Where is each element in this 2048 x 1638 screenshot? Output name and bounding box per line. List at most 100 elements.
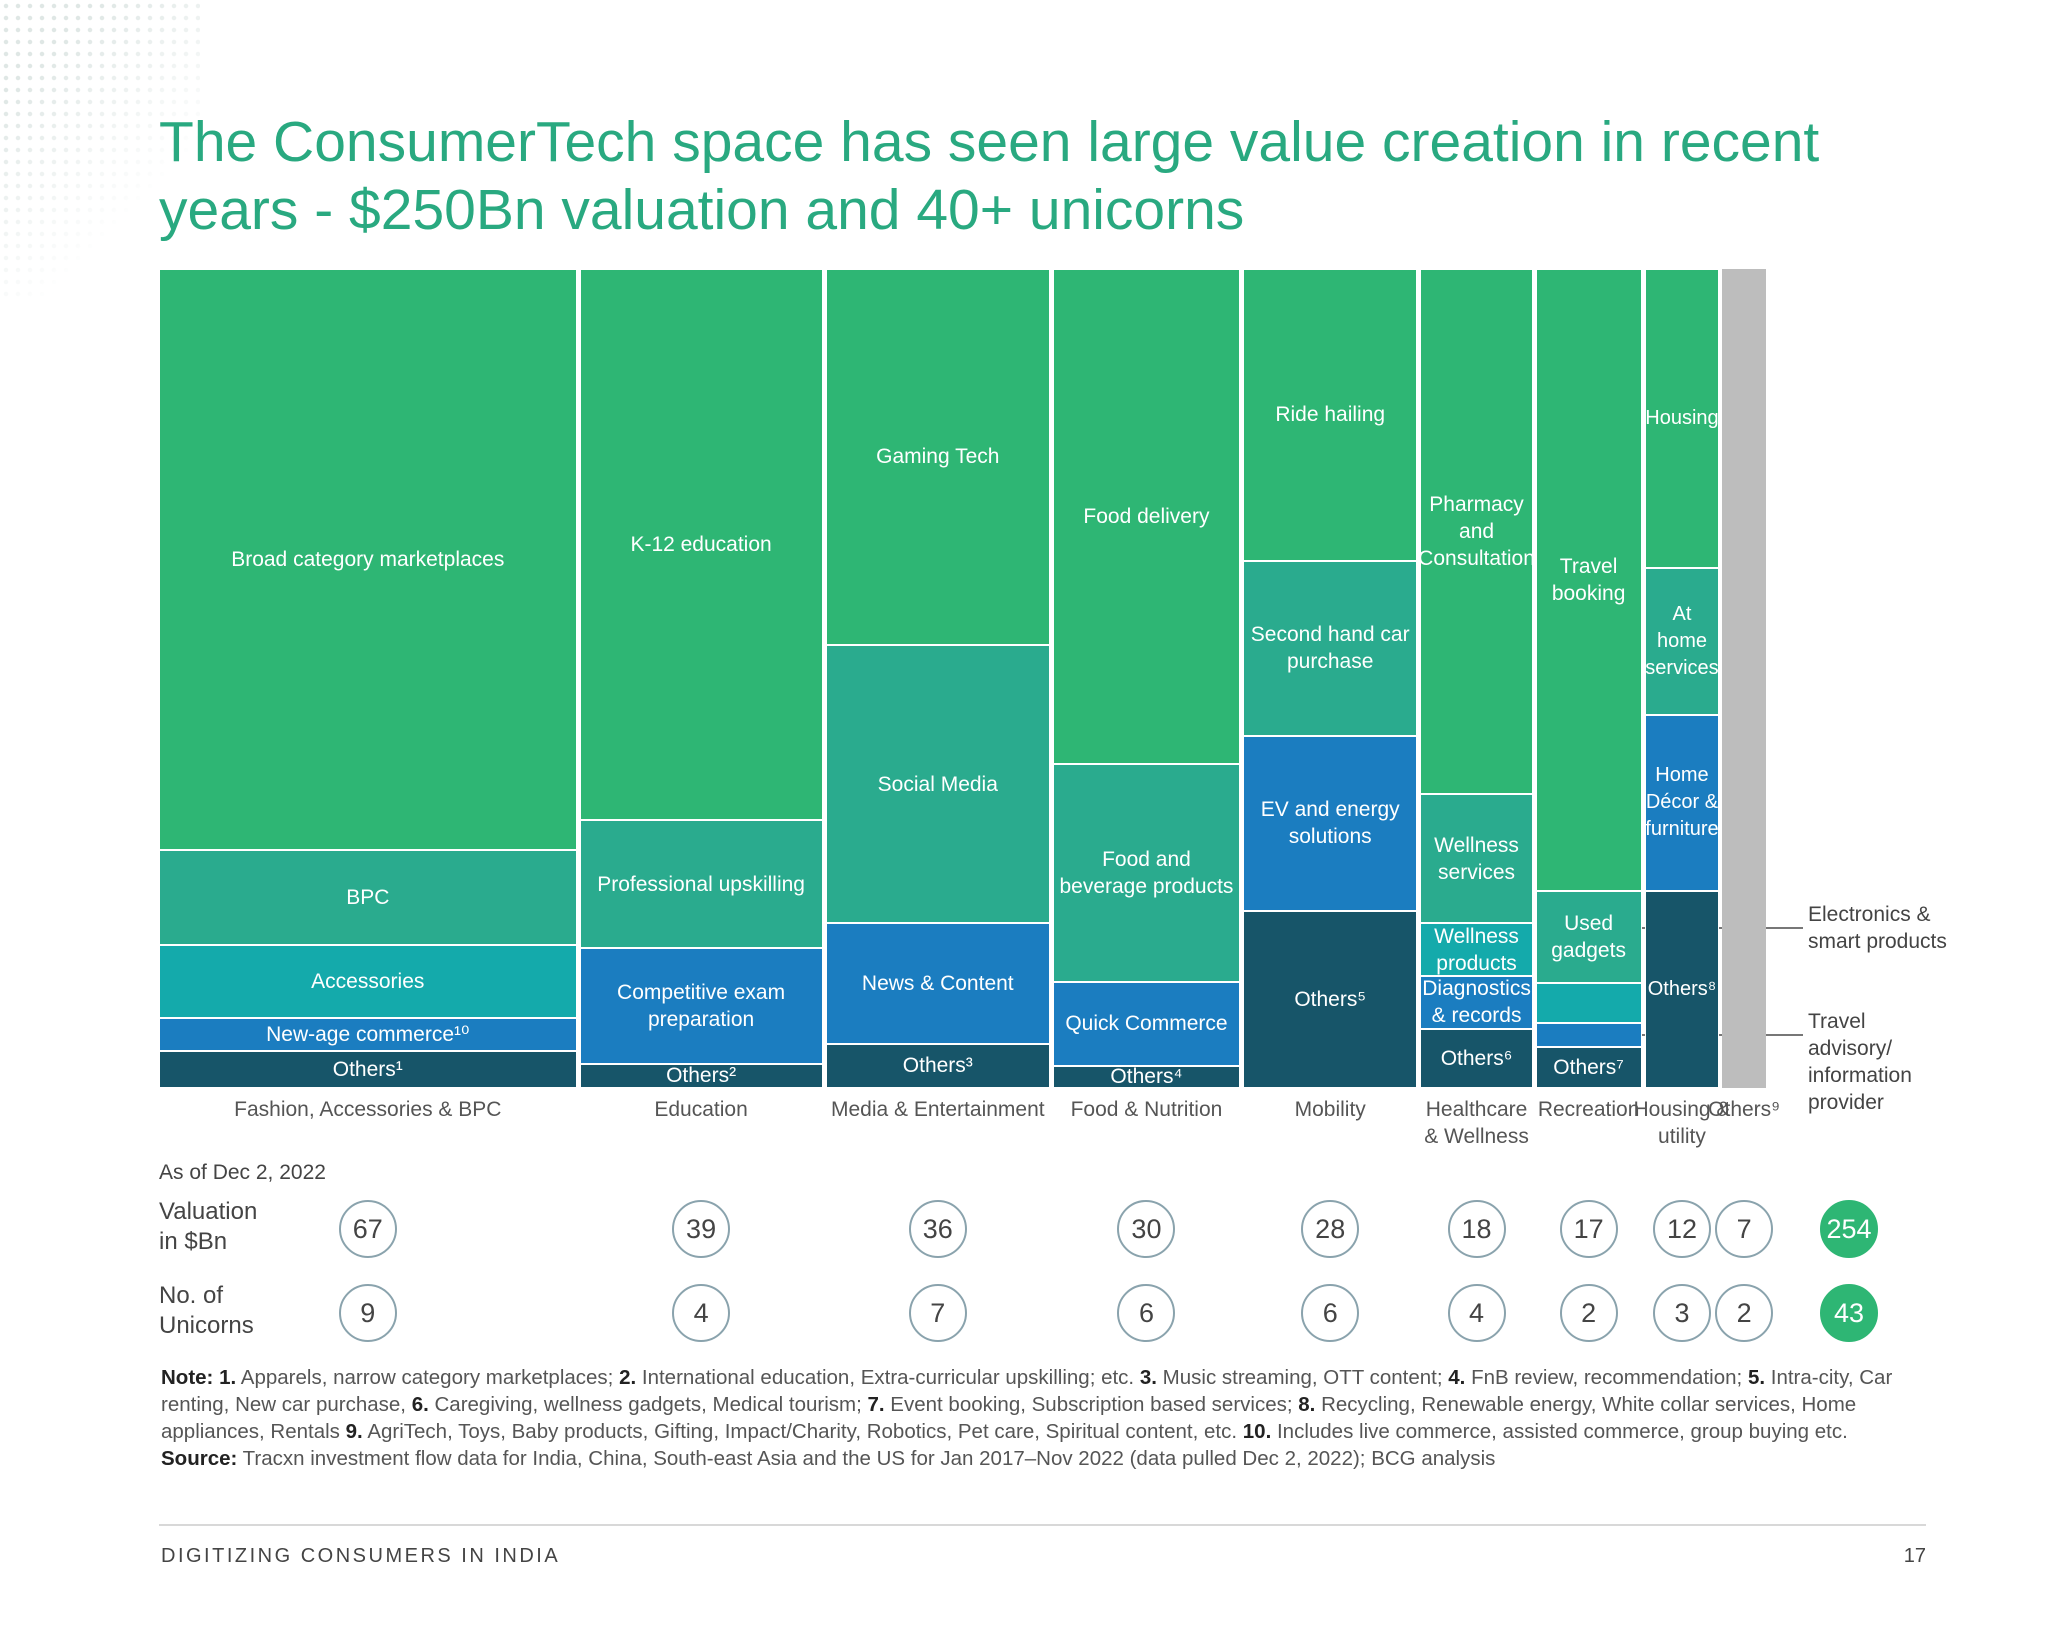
segment-label: K-12 education [630, 533, 772, 557]
source-text: Tracxn investment flow data for India, C… [242, 1447, 1496, 1470]
unicorns-circle: 2 [1715, 1284, 1774, 1342]
segment: BPC [159, 850, 577, 945]
segment-label: Gaming Tech [876, 445, 1000, 469]
category-label: Education [654, 1098, 748, 1121]
segment: Others¹ [159, 1051, 577, 1088]
segment-label: Diagnostics & records [1422, 977, 1531, 1028]
note-text: Event booking, Subscription based servic… [890, 1393, 1293, 1416]
segment-label: Others² [666, 1064, 737, 1088]
source-label: Source: [161, 1447, 238, 1470]
segment-label: Broad category marketplaces [231, 548, 505, 572]
segment: Travel booking [1535, 269, 1642, 891]
segment-label: Others¹ [332, 1057, 403, 1081]
note-number: 10. [1242, 1420, 1272, 1443]
valuation-circle: 30 [1117, 1200, 1176, 1258]
category-label: Healthcare & Wellness [1424, 1098, 1529, 1148]
segment: EV and energy solutions [1242, 735, 1418, 912]
note-text: International education, Extra-curricula… [641, 1366, 1135, 1389]
segment-label: Food delivery [1083, 504, 1210, 528]
segment: Gaming Tech [825, 269, 1050, 645]
segment [1535, 1023, 1642, 1048]
segment: Second hand car purchase [1242, 560, 1418, 736]
segment-label: At home services [1645, 602, 1719, 679]
segment-label: Social Media [877, 772, 998, 796]
segment: K-12 education [579, 269, 823, 821]
valuation-circle: 39 [672, 1200, 731, 1258]
segment-label: News & Content [861, 972, 1014, 996]
note-number: 1. [219, 1366, 237, 1389]
segment: Others³ [825, 1043, 1050, 1088]
note-number: 5. [1747, 1366, 1766, 1389]
valuation-circle: 28 [1301, 1200, 1360, 1258]
segment-label: Ride hailing [1275, 403, 1386, 427]
note-number: 9. [345, 1420, 363, 1443]
note-number: 3. [1139, 1366, 1157, 1389]
note-text: Caregiving, wellness gadgets, Medical to… [434, 1393, 862, 1416]
segment: Food and beverage products [1052, 763, 1240, 982]
title: The ConsumerTech space has seen large va… [159, 110, 1820, 242]
category-label: Recreation [1537, 1098, 1640, 1121]
segment: Used gadgets [1535, 890, 1642, 984]
note-text: Music streaming, OTT content; [1162, 1366, 1443, 1389]
category-label: Fashion, Accessories & BPC [234, 1098, 502, 1121]
note-number: 8. [1298, 1393, 1316, 1416]
valuation-circle: 18 [1447, 1200, 1506, 1258]
segment-label: Food and beverage products [1059, 847, 1234, 898]
segment: Others² [579, 1064, 823, 1088]
segment-label: New-age commerce¹⁰ [266, 1022, 470, 1046]
segment: News & Content [825, 923, 1050, 1044]
segment-label: EV and energy solutions [1260, 798, 1400, 849]
segment-label: Housing [1645, 406, 1719, 429]
segment-label: Pharmacy and Consultation [1418, 492, 1535, 570]
segment: Accessories [159, 944, 577, 1019]
segment-label: Wellness services [1434, 833, 1519, 884]
valuation-circle: 67 [338, 1200, 397, 1258]
as-of: As of Dec 2, 2022 [159, 1161, 326, 1184]
segment-label: Accessories [311, 970, 425, 994]
segment: Quick Commerce [1052, 981, 1240, 1066]
note-text: FnB review, recommendation; [1471, 1366, 1743, 1389]
segment: Social Media [825, 644, 1050, 924]
valuation-circle: 17 [1559, 1200, 1618, 1258]
valuation-circle: 7 [1715, 1200, 1774, 1258]
note-text: Apparels, narrow category marketplaces; [240, 1366, 614, 1389]
dot-pattern [0, 0, 200, 300]
category-label: Food & Nutrition [1070, 1098, 1223, 1121]
segment-label: Travel booking [1551, 554, 1626, 605]
unicorns-circle: 4 [1447, 1284, 1506, 1342]
valuation-circle: 36 [908, 1200, 967, 1258]
segment: New-age commerce¹⁰ [159, 1018, 577, 1052]
footer-rule [159, 1524, 1926, 1526]
segment: Competitive exam preparation [579, 947, 823, 1065]
segment: Pharmacy and Consultation [1418, 269, 1535, 794]
unicorns-circle: 4 [672, 1284, 731, 1342]
unicorns-circle: 6 [1301, 1284, 1360, 1342]
segment: Wellness products [1420, 923, 1533, 976]
segment-label: Others⁷ [1553, 1056, 1624, 1080]
segment-label: Others³ [902, 1054, 973, 1078]
segment-label: BPC [346, 886, 390, 910]
segment-label: Others⁶ [1440, 1047, 1513, 1070]
note-number: 2. [619, 1366, 637, 1389]
segment-label: Wellness products [1434, 924, 1519, 975]
segment-label: Competitive exam preparation [617, 981, 786, 1032]
segment: Others⁶ [1420, 1029, 1533, 1088]
segment: Food delivery [1052, 269, 1240, 764]
segment: Others⁷ [1535, 1047, 1642, 1088]
unicorns-circle: 9 [338, 1284, 397, 1342]
note-text: Includes live commerce, assisted commerc… [1276, 1420, 1848, 1443]
segment [1535, 983, 1642, 1024]
segment [1722, 269, 1766, 1088]
total-valuation: 254 [1820, 1200, 1878, 1258]
note-text: Recycling, Renewable energy, White colla… [161, 1393, 1857, 1443]
segment: Ride hailing [1242, 269, 1418, 561]
segment-label: Professional upskilling [597, 872, 805, 896]
segment-label: Home Décor & furniture [1645, 764, 1719, 841]
category-label: Mobility [1294, 1098, 1366, 1121]
category-label: Housing & utility [1633, 1098, 1731, 1148]
note-number: 6. [411, 1393, 429, 1416]
unicorns-circle: 7 [908, 1284, 967, 1342]
note-text: AgriTech, Toys, Baby products, Gifting, … [367, 1420, 1238, 1443]
note-number: 7. [867, 1393, 885, 1416]
